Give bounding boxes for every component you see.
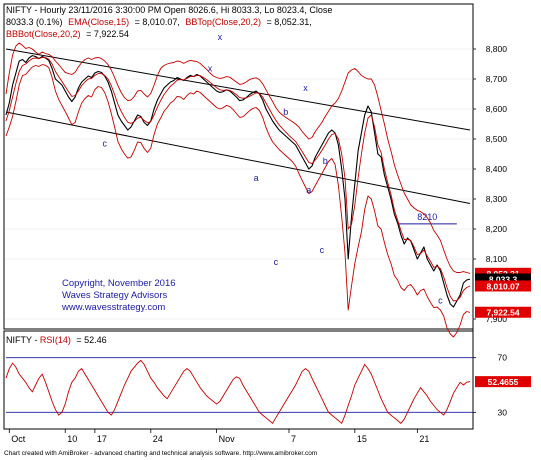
wave-label-6: a [306,185,311,195]
x-tick-label-5: 7 [291,434,296,444]
y-axis-ticks: 8,800 8,700 8,600 8,500 8,400 8,300 8,200 8,100… [473,44,507,417]
trendline-upper-channel [5,48,471,131]
rsi-line [5,359,471,425]
x-axis-ticks: Oct 10 17 24 Nov 7 15 21 [8,429,429,444]
wave-label-10: c [438,295,443,305]
price-series [5,42,471,338]
rsi-title: NIFTY - RSI(14) = 52.46 [6,335,107,345]
header-line-3: BBBot(Close,20,2) = 7,922.54 [6,29,129,39]
price-badge-1-label: 8,033.3 [489,275,518,285]
price-tick-label-2: 8,600 [486,104,508,114]
wave-label-1: x [208,64,213,74]
header-bbtop-value: = 8,052.31, [266,17,311,27]
series-line-ema [5,56,471,302]
x-tick-label-0: Oct [11,434,26,444]
rsi-badge-label: 52.4655 [488,377,519,387]
header-ema-value: = 8,010.07, [135,17,180,27]
header-ema-label: EMA(Close,15) [68,17,129,27]
copyright-line-3: www.wavesstrategy.com [61,302,165,313]
series-line-price [5,55,471,308]
x-tick-label-3: 24 [153,434,163,444]
wave-label-4: b [283,107,288,117]
x-tick-label-4: Nov [219,434,236,444]
price-tick-label-7: 8,100 [486,254,508,264]
price-gridlines [6,48,473,320]
wave-label-2: x [218,32,223,42]
price-tick-label-8: 7,900 [486,314,508,324]
rsi-gridlines [6,357,473,413]
header-bbbot-label: BBBot(Close,20,2) [6,29,81,39]
price-tick-label-3: 8,500 [486,134,508,144]
trendline-lower-channel [5,111,471,204]
x-tick-label-7: 21 [419,434,429,444]
header-change: 8033.3 (0.1%) [6,17,63,27]
price-tick-label-0: 8,800 [486,44,508,54]
header-bbtop-label: BBTop(Close,20,2) [185,17,261,27]
wave-label-7: b [323,156,328,166]
series-line-bb_bot [5,64,471,338]
header-line-1: NIFTY - Hourly 23/11/2016 3:30:00 PM Ope… [6,5,332,15]
copyright-line-1: Copyright, November 2016 [62,278,176,289]
x-tick-label-2: 17 [97,434,107,444]
rsi-tick-label-1: 30 [498,407,508,417]
price-badge-2-label: 8,010.07 [486,281,519,291]
x-tick-label-6: 15 [357,434,367,444]
trendlines: 8210 [5,48,471,225]
rsi-title-prefix: NIFTY - [6,335,40,345]
header-bbbot-value: = 7,922.54 [86,29,129,39]
trendline-label-level-8210: 8210 [417,212,437,222]
wave-label-9: c [320,245,325,255]
x-tick-label-1: 10 [67,434,77,444]
rsi-badge-box [475,376,531,388]
rsi-series [5,359,471,425]
price-tick-label-6: 8,200 [486,224,508,234]
rsi-title-value: = 52.46 [76,335,106,345]
price-badge-2-box [475,280,531,292]
header-line-2: 8033.3 (0.1%) EMA(Close,15) = 8,010.07, … [6,17,312,27]
wave-label-5: x [303,83,308,93]
price-badge-3-label: 7,922.54 [486,308,519,318]
copyright-line-2: Waves Strategy Advisors [62,290,167,301]
wave-label-3: a [254,173,259,183]
wave-label-8: c [274,257,279,267]
price-tick-label-4: 8,400 [486,164,508,174]
rsi-title-indicator: RSI(14) [40,335,71,345]
price-tick-label-1: 8,700 [486,74,508,84]
rsi-tick-label-0: 70 [498,353,508,363]
price-badge-0-box [475,267,531,279]
price-badge-1-box [475,273,531,285]
wave-label-0: c [102,139,107,149]
price-badge-3-box [475,306,531,318]
wave-labels: c x x a b x a b c c c [102,32,443,305]
price-tick-label-5: 8,300 [486,194,508,204]
footer-credit: Chart created with AmiBroker - advanced … [4,450,317,457]
series-line-bb_top [5,42,471,274]
